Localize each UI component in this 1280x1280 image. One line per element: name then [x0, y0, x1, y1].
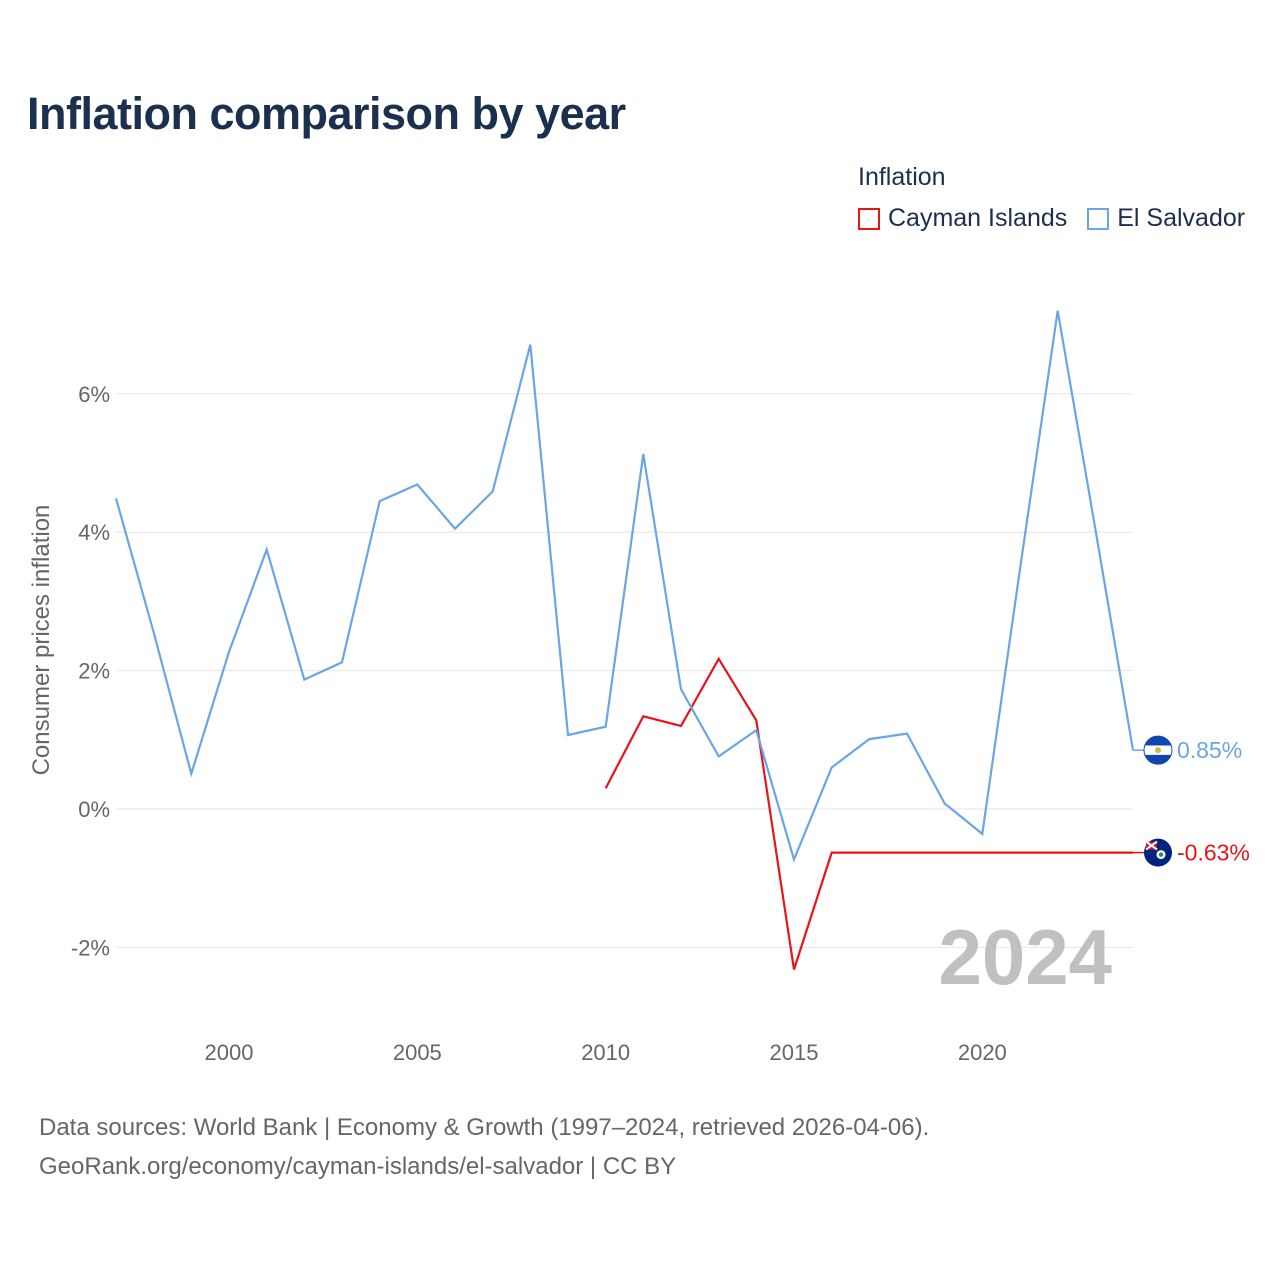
x-tick-label: 2005: [393, 1040, 442, 1065]
y-tick-label: -2%: [71, 935, 110, 960]
grid-lines: [116, 393, 1133, 948]
legend-label-el-salvador: El Salvador: [1117, 204, 1246, 232]
x-tick-label: 2000: [205, 1040, 254, 1065]
legend-item-el-salvador[interactable]: El Salvador: [1087, 204, 1245, 233]
x-axis-ticks: 2000 2005 2010 2015 2020: [205, 1040, 1007, 1065]
x-tick-label: 2020: [958, 1040, 1007, 1065]
y-tick-label: 2%: [78, 659, 110, 684]
y-tick-label: 0%: [78, 797, 110, 822]
series-lines: [114, 310, 1135, 970]
y-tick-label: 4%: [78, 520, 110, 545]
data-sources: Data sources: World Bank | Economy & Gro…: [39, 1108, 929, 1186]
sources-line-2[interactable]: GeoRank.org/economy/cayman-islands/el-sa…: [39, 1153, 677, 1180]
cayman-islands-flag-icon: [1144, 838, 1172, 867]
chart-title: Inflation comparison by year: [27, 88, 626, 139]
el-salvador-flag-icon: [1143, 735, 1173, 765]
end-value-label-el-salvador: 0.85%: [1177, 737, 1242, 763]
legend-swatch-cayman-islands: [858, 207, 880, 230]
legend: Cayman Islands El Salvador: [858, 204, 1245, 233]
legend-item-cayman-islands[interactable]: Cayman Islands: [858, 204, 1067, 233]
legend-title: Inflation: [858, 163, 946, 191]
series-line-cayman-islands[interactable]: [604, 656, 1133, 970]
y-tick-label: 6%: [78, 382, 110, 407]
series-line-el-salvador[interactable]: [114, 310, 1135, 863]
legend-label-cayman-islands: Cayman Islands: [888, 204, 1068, 232]
end-value-label-cayman-islands: -0.63%: [1177, 840, 1250, 866]
y-axis-ticks: -2% 0% 2% 4% 6%: [71, 382, 110, 961]
year-watermark: 2024: [938, 913, 1112, 1001]
x-tick-label: 2010: [581, 1040, 630, 1065]
x-tick-label: 2015: [770, 1040, 819, 1065]
legend-swatch-el-salvador: [1087, 207, 1110, 230]
series-end-markers: -0.63% 0.85%: [1133, 735, 1250, 867]
sources-line-1: Data sources: World Bank | Economy & Gro…: [39, 1114, 930, 1141]
